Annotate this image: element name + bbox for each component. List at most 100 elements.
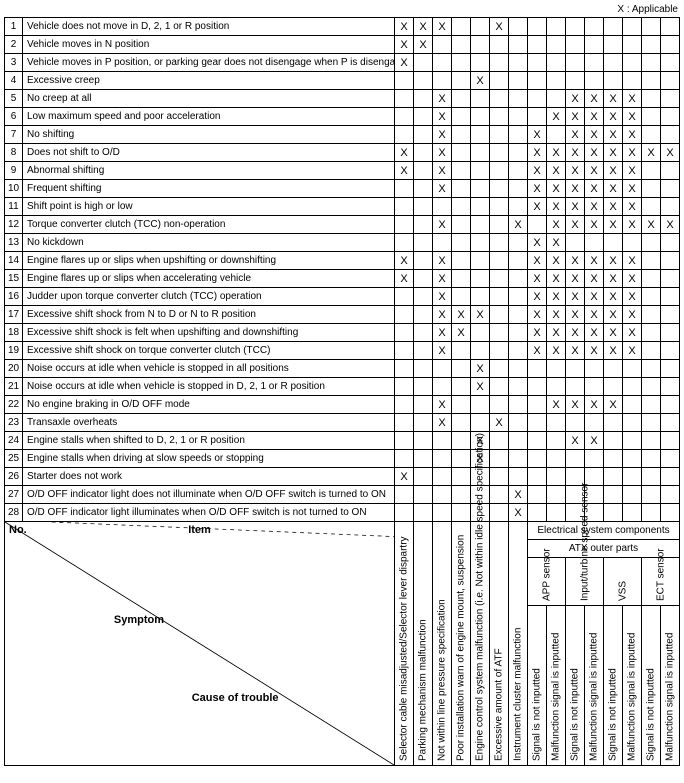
row-desc: Transaxle overheats — [23, 414, 395, 432]
row-number: 8 — [5, 144, 23, 162]
mark-cell — [509, 54, 528, 72]
row-desc: No shifting — [23, 126, 395, 144]
mark-cell — [528, 396, 547, 414]
row-number: 13 — [5, 234, 23, 252]
mark-cell — [471, 252, 490, 270]
row-number: 11 — [5, 198, 23, 216]
row-desc: Shift point is high or low — [23, 198, 395, 216]
mark-cell — [547, 414, 566, 432]
symptom-row: 24Engine stalls when shifted to D, 2, 1 … — [5, 432, 680, 450]
mark-cell — [642, 396, 661, 414]
mark-cell: X — [623, 270, 642, 288]
mark-cell — [395, 108, 414, 126]
mark-cell — [547, 378, 566, 396]
mark-cell — [642, 468, 661, 486]
mark-cell — [661, 72, 680, 90]
mark-cell — [452, 486, 471, 504]
mark-cell: X — [604, 180, 623, 198]
mark-cell — [642, 36, 661, 54]
mark-cell — [452, 360, 471, 378]
mark-cell: X — [604, 216, 623, 234]
mark-cell — [566, 18, 585, 36]
header-no: No. — [9, 524, 27, 536]
mark-cell — [509, 378, 528, 396]
mark-cell: X — [604, 162, 623, 180]
mark-cell — [547, 486, 566, 504]
mark-cell: X — [623, 180, 642, 198]
mark-cell — [414, 504, 433, 522]
mark-cell — [547, 18, 566, 36]
mark-cell — [509, 144, 528, 162]
col-header: Parking mechanism malfunction — [414, 522, 433, 766]
mark-cell: X — [547, 180, 566, 198]
sensor-sub: Malfunction signal is inputted — [623, 606, 642, 766]
row-desc: Does not shift to O/D — [23, 144, 395, 162]
mark-cell — [661, 252, 680, 270]
mark-cell — [642, 378, 661, 396]
mark-cell — [395, 90, 414, 108]
mark-cell — [528, 360, 547, 378]
mark-cell — [642, 342, 661, 360]
mark-cell — [604, 234, 623, 252]
mark-cell — [471, 270, 490, 288]
mark-cell: X — [623, 90, 642, 108]
mark-cell — [509, 324, 528, 342]
mark-cell: X — [623, 252, 642, 270]
mark-cell — [414, 342, 433, 360]
mark-cell — [547, 36, 566, 54]
symptom-row: 10Frequent shiftingXXXXXXX — [5, 180, 680, 198]
col-header: Instrument cluster malfunction — [509, 522, 528, 766]
mark-cell: X — [566, 90, 585, 108]
mark-cell — [433, 468, 452, 486]
mark-cell — [452, 504, 471, 522]
mark-cell: X — [433, 324, 452, 342]
mark-cell — [661, 504, 680, 522]
mark-cell — [547, 360, 566, 378]
mark-cell — [452, 36, 471, 54]
row-desc: Vehicle moves in P position, or parking … — [23, 54, 395, 72]
mark-cell — [395, 72, 414, 90]
mark-cell — [509, 270, 528, 288]
mark-cell — [547, 468, 566, 486]
mark-cell — [395, 450, 414, 468]
mark-cell — [509, 252, 528, 270]
mark-cell — [490, 306, 509, 324]
mark-cell — [414, 432, 433, 450]
mark-cell: X — [623, 144, 642, 162]
mark-cell — [414, 468, 433, 486]
mark-cell — [642, 486, 661, 504]
mark-cell — [490, 396, 509, 414]
mark-cell: X — [566, 432, 585, 450]
mark-cell — [623, 360, 642, 378]
mark-cell: X — [566, 324, 585, 342]
mark-cell — [509, 36, 528, 54]
mark-cell — [509, 180, 528, 198]
mark-cell — [509, 18, 528, 36]
mark-cell — [414, 180, 433, 198]
mark-cell: X — [623, 288, 642, 306]
row-desc: Engine flares up or slips when upshiftin… — [23, 252, 395, 270]
mark-cell: X — [566, 108, 585, 126]
mark-cell: X — [585, 342, 604, 360]
mark-cell — [585, 414, 604, 432]
row-number: 18 — [5, 324, 23, 342]
symptom-row: 1Vehicle does not move in D, 2, 1 or R p… — [5, 18, 680, 36]
mark-cell: X — [585, 216, 604, 234]
mark-cell — [490, 324, 509, 342]
symptom-row: 6Low maximum speed and poor acceleration… — [5, 108, 680, 126]
mark-cell — [661, 468, 680, 486]
sensor-sub: Malfunction signal is inputted — [661, 606, 680, 766]
mark-cell — [452, 270, 471, 288]
group-elec: Electrical system components — [528, 522, 680, 540]
mark-cell — [414, 378, 433, 396]
mark-cell — [452, 450, 471, 468]
mark-cell: X — [566, 216, 585, 234]
mark-cell: X — [547, 162, 566, 180]
mark-cell — [623, 378, 642, 396]
mark-cell — [642, 252, 661, 270]
mark-cell — [642, 270, 661, 288]
mark-cell — [661, 396, 680, 414]
row-number: 26 — [5, 468, 23, 486]
mark-cell — [661, 288, 680, 306]
mark-cell — [623, 36, 642, 54]
